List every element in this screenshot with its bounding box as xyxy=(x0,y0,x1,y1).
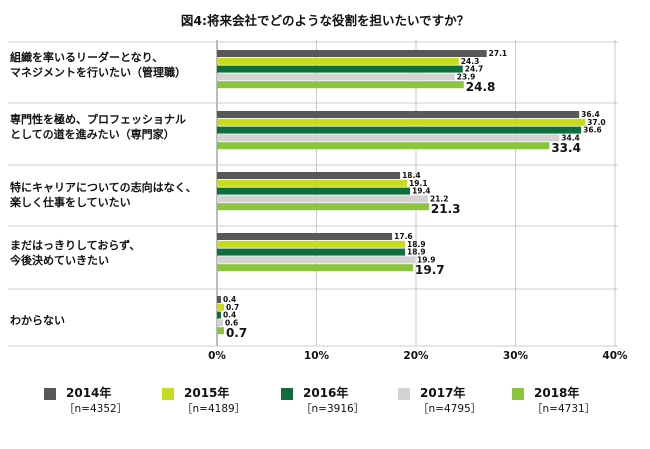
legend-series-name: 2015年 xyxy=(184,386,230,400)
bar xyxy=(217,319,223,327)
data-label: 19.7 xyxy=(415,263,445,277)
data-label: 0.4 xyxy=(223,311,236,320)
bar xyxy=(217,57,459,65)
data-label: 37.0 xyxy=(587,118,606,127)
legend-sample-size: ［n=4189］ xyxy=(182,403,246,415)
data-label: 19.9 xyxy=(417,255,436,264)
data-label: 18.9 xyxy=(407,248,426,257)
bar xyxy=(217,240,406,248)
bar xyxy=(217,142,550,150)
category-label: わからない xyxy=(10,314,65,327)
legend-item: 2016年 ［n=3916］ xyxy=(281,384,391,424)
x-tick-label: 30% xyxy=(503,350,529,362)
data-label: 17.6 xyxy=(394,232,413,241)
category-label: 組織を率いるリーダーとなり、 マネジメントを行いたい（管理職） xyxy=(10,51,186,79)
legend-item: 2014年 ［n=4352］ xyxy=(44,384,154,424)
category-label: 特にキャリアについての志向はなく、 楽しく仕事をしていたい xyxy=(10,181,197,209)
legend-swatch xyxy=(398,388,410,400)
legend-item: 2018年 ［n=4731］ xyxy=(512,384,622,424)
x-tick-label: 20% xyxy=(403,350,429,362)
bar xyxy=(217,195,428,203)
legend-swatch xyxy=(512,388,524,400)
x-tick-label: 10% xyxy=(304,350,330,362)
category-label: 専門性を極め、プロフェッショナル としての道を進みたい（専門家） xyxy=(10,113,186,141)
data-label: 19.4 xyxy=(412,187,431,196)
data-label: 18.9 xyxy=(407,240,426,249)
bar xyxy=(217,118,586,126)
legend-series-name: 2018年 xyxy=(534,386,580,400)
legend-series-name: 2016年 xyxy=(303,386,349,400)
bar xyxy=(217,50,487,57)
data-label: 23.9 xyxy=(457,72,476,81)
data-label: 27.1 xyxy=(489,49,508,58)
bar xyxy=(217,65,463,73)
data-label: 34.4 xyxy=(561,133,580,142)
data-label: 19.1 xyxy=(409,179,428,188)
legend-sample-size: ［n=4731］ xyxy=(532,403,596,415)
data-label: 21.3 xyxy=(431,202,461,216)
legend-sample-size: ［n=3916］ xyxy=(301,403,365,415)
bar xyxy=(217,303,224,311)
bar xyxy=(217,256,416,264)
data-label: 36.6 xyxy=(583,126,602,135)
bar xyxy=(217,327,224,335)
data-label: 18.4 xyxy=(402,171,421,180)
legend-sample-size: ［n=4795］ xyxy=(418,403,482,415)
bar xyxy=(217,134,560,142)
data-label: 36.4 xyxy=(581,110,600,119)
data-label: 0.7 xyxy=(226,326,247,340)
bar xyxy=(217,172,401,179)
legend-swatch xyxy=(44,388,56,400)
bar xyxy=(217,264,414,272)
data-label: 24.3 xyxy=(461,57,480,66)
data-label: 21.2 xyxy=(430,194,449,203)
data-label: 24.8 xyxy=(466,80,496,94)
x-tick-label: 40% xyxy=(602,350,628,362)
legend-series-name: 2017年 xyxy=(420,386,466,400)
bar xyxy=(217,179,408,187)
bar xyxy=(217,296,221,303)
legend-swatch xyxy=(162,388,174,400)
legend-sample-size: ［n=4352］ xyxy=(64,403,128,415)
bar xyxy=(217,203,429,211)
data-label: 24.7 xyxy=(465,65,484,74)
bar xyxy=(217,248,406,256)
legend-item: 2017年 ［n=4795］ xyxy=(398,384,508,424)
bar xyxy=(217,126,582,134)
category-label: まだはっきりしておらず、 今後決めていきたい xyxy=(10,239,141,267)
data-label: 0.7 xyxy=(226,303,239,312)
bar xyxy=(217,73,455,81)
data-label: 33.4 xyxy=(551,141,581,155)
bar xyxy=(217,187,411,195)
bar xyxy=(217,311,221,319)
legend-series-name: 2014年 xyxy=(66,386,112,400)
bar xyxy=(217,233,393,240)
chart-title: 図4:将来会社でどのような役割を担いたいですか？ xyxy=(180,13,470,28)
data-label: 0.4 xyxy=(223,295,236,304)
bar xyxy=(217,111,580,118)
data-label: 0.6 xyxy=(225,318,238,327)
x-tick-label: 0% xyxy=(208,350,226,362)
legend-item: 2015年 ［n=4189］ xyxy=(162,384,272,424)
bar xyxy=(217,81,464,89)
legend-swatch xyxy=(281,388,293,400)
